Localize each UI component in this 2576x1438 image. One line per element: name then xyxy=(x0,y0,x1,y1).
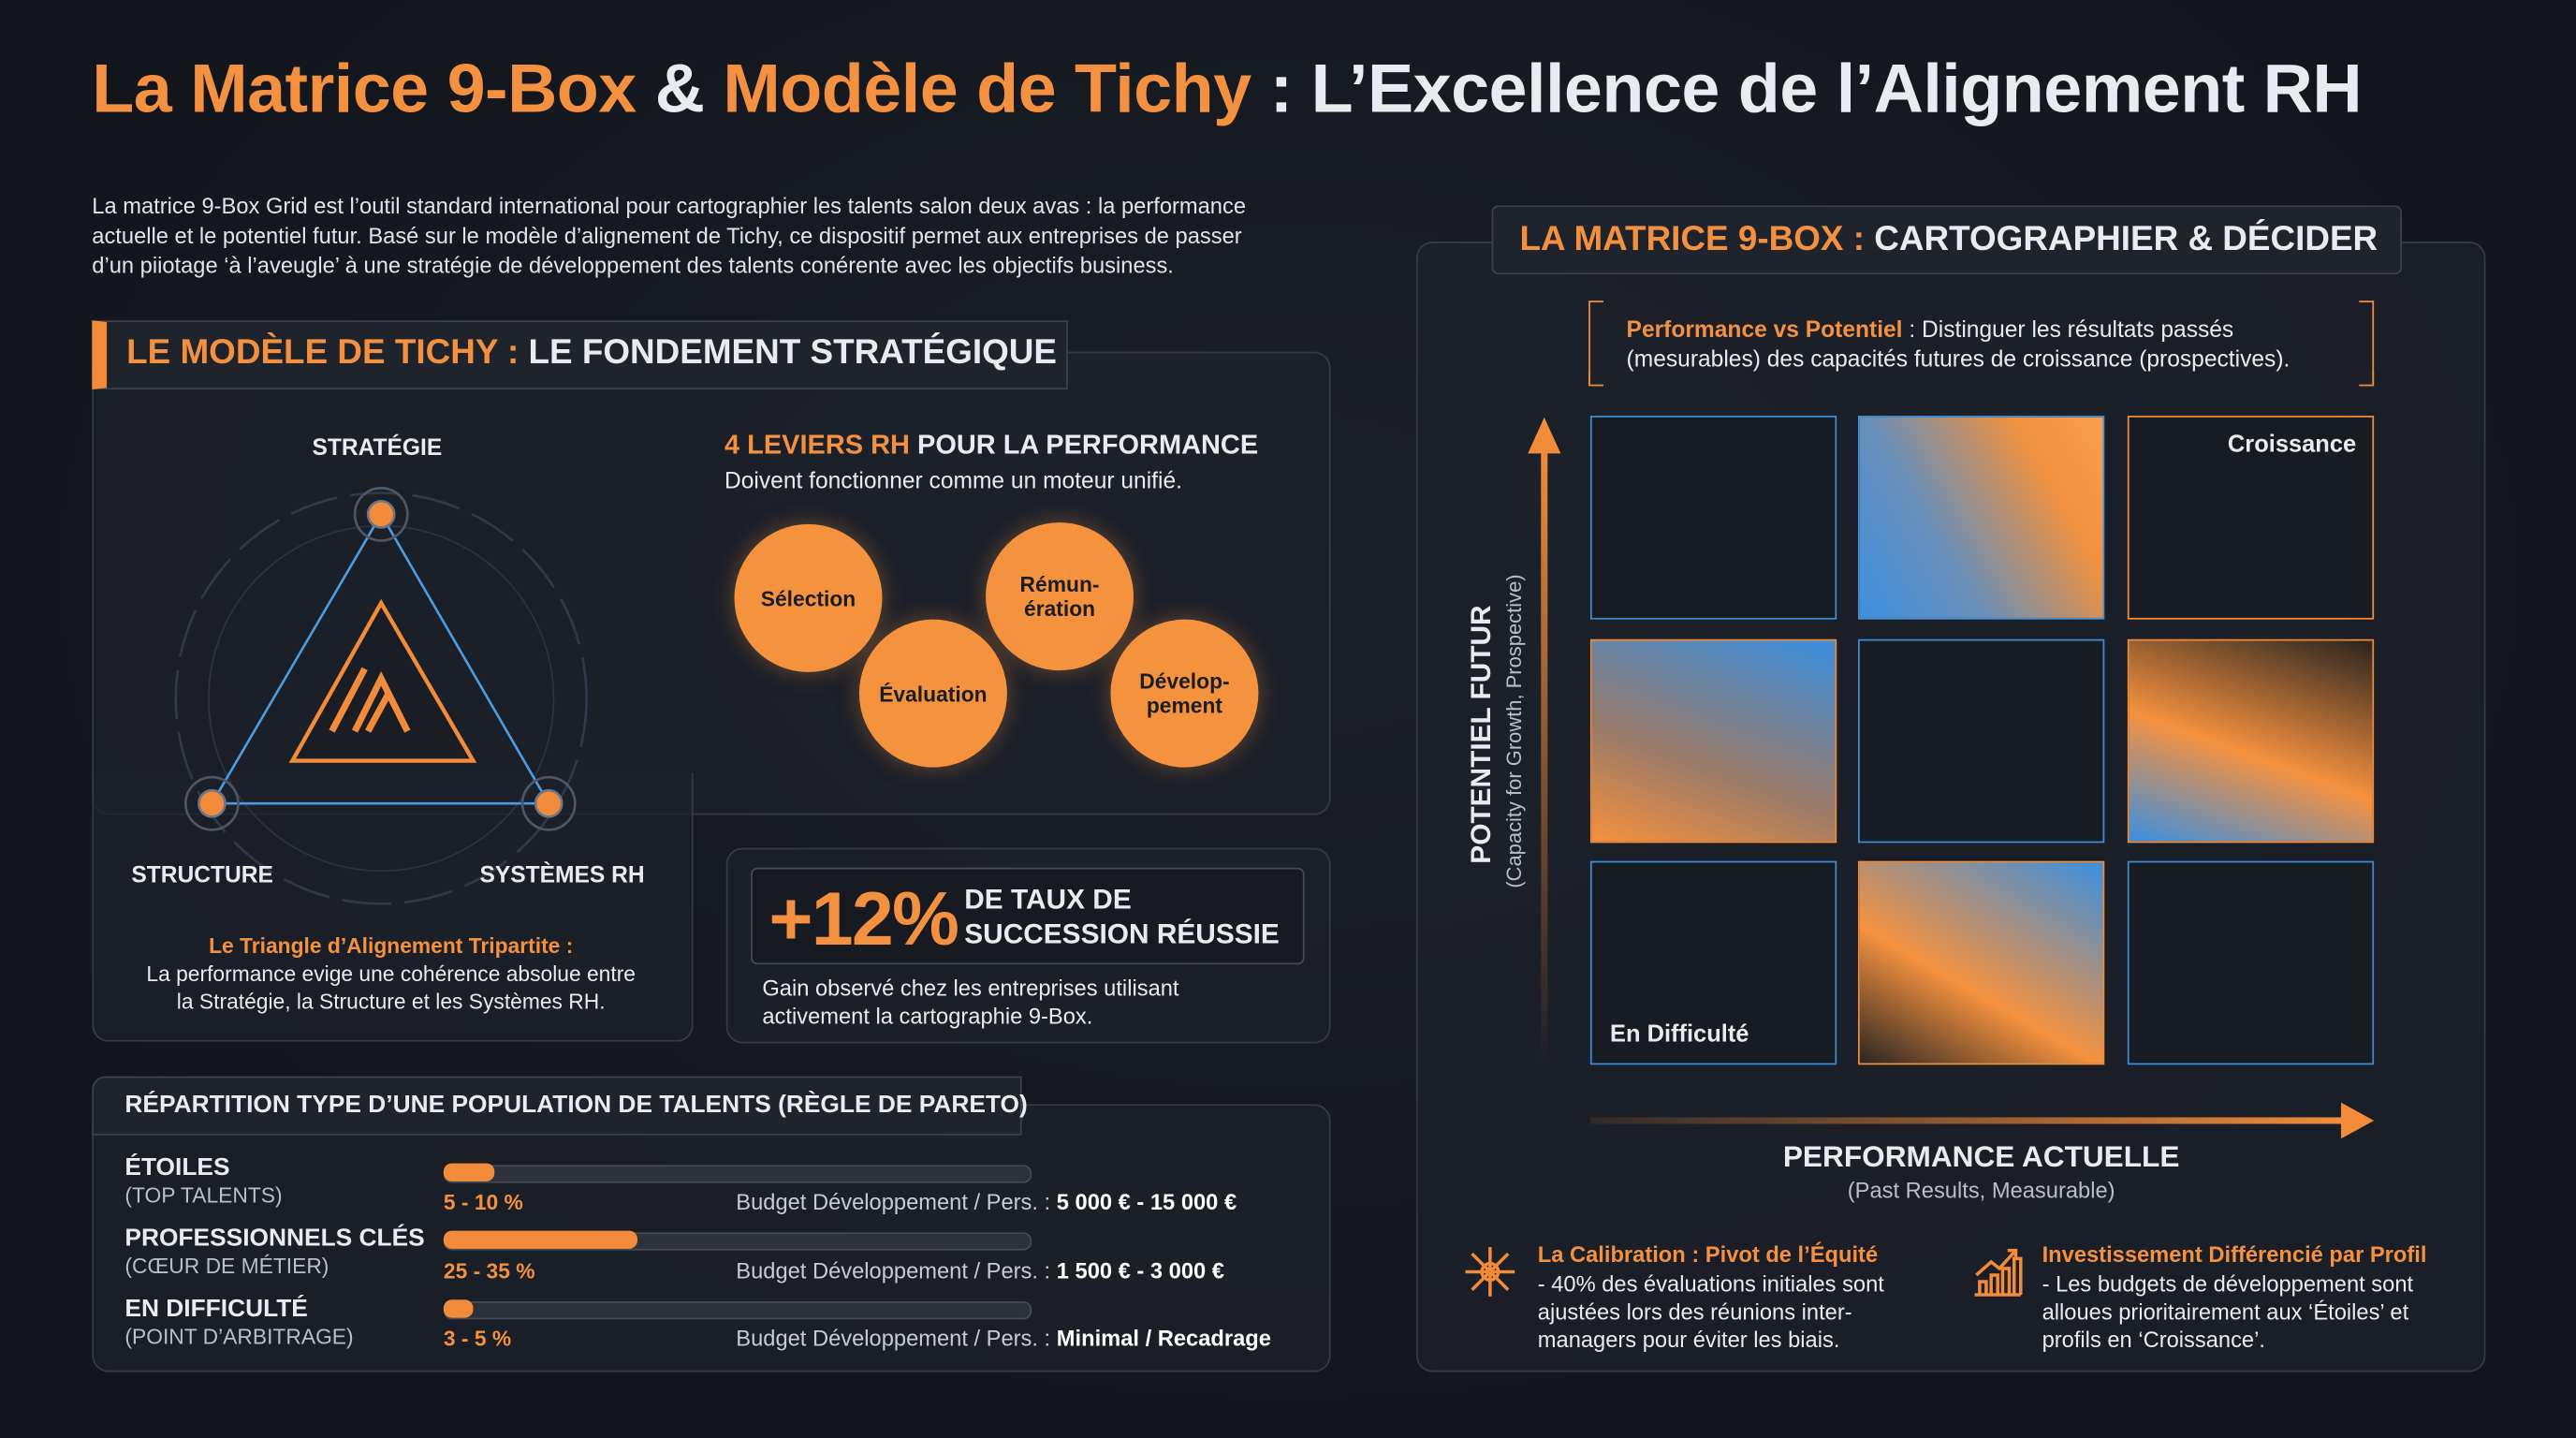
matrix-cell xyxy=(2127,860,2375,1065)
levers-title: 4 LEVIERS RH POUR LA PERFORMANCE xyxy=(724,431,1258,462)
bracket xyxy=(2359,301,2375,385)
matrix-cell xyxy=(1858,860,2105,1065)
bar-fill xyxy=(443,1230,637,1249)
title-part: Modèle de Tichy xyxy=(723,49,1251,127)
row-name: ÉTOILES xyxy=(124,1153,230,1181)
triangle-label: SYSTÈMES RH xyxy=(479,860,645,888)
row-range: 5 - 10 % xyxy=(443,1189,523,1215)
note-text: : Distinguer les résultats passés (mesur… xyxy=(1626,315,2291,372)
caption-title: Le Triangle d’Alignement Tripartite : xyxy=(209,932,574,959)
triangle-panel xyxy=(92,771,694,1042)
row-budget: Budget Développement / Pers. : 1 500 € -… xyxy=(736,1258,1224,1283)
x-axis-sub: (Past Results, Measurable) xyxy=(1847,1178,2115,1203)
lever-circle: Dévelop- pement xyxy=(1110,619,1259,768)
main-title: La Matrice 9-Box & Modèle de Tichy : L’E… xyxy=(92,50,2362,128)
bar-fill xyxy=(443,1163,495,1181)
bar-fill xyxy=(443,1299,474,1318)
cell-label: En Difficulté xyxy=(1609,1021,1749,1049)
budget-label: Budget Développement / Pers. : xyxy=(736,1189,1051,1215)
matrix-cell xyxy=(1589,416,1837,620)
row-sub: (CŒUR DE MÉTIER) xyxy=(124,1254,329,1279)
matrix-cell xyxy=(1858,416,2105,620)
calibration-text: - 40% des évaluations initiales sont aju… xyxy=(1537,1271,1884,1353)
triangle-label: STRATÉGIE xyxy=(312,433,443,461)
triangle-label: STRUCTURE xyxy=(131,860,273,888)
lever-circle: Sélection xyxy=(734,523,883,672)
row-name: EN DIFFICULTÉ xyxy=(124,1295,308,1323)
title-part: : L’Excellence de l’Alignement RH xyxy=(1269,49,2363,127)
budget-label: Budget Développement / Pers. : xyxy=(736,1258,1051,1284)
bracket xyxy=(1588,301,1603,385)
y-axis-sub: (Capacity for Growth, Prospective) xyxy=(1502,574,1527,888)
stat-label: DE TAUX DE SUCCESSION RÉUSSIE xyxy=(964,884,1280,950)
lever-circle: Rémun- ération xyxy=(986,522,1134,671)
row-sub: (TOP TALENTS) xyxy=(124,1182,283,1208)
bracket xyxy=(2359,371,2375,387)
budget-label: Budget Développement / Pers. : xyxy=(736,1326,1051,1351)
matrix-cell xyxy=(2127,416,2375,620)
heading-accent: LE MODÈLE DE TICHY : xyxy=(126,333,520,372)
invest-title: Investissement Différencié par Profil xyxy=(2042,1241,2427,1268)
matrix-note: Performance vs Potentiel : Distinguer le… xyxy=(1627,314,2291,373)
matrix-axes xyxy=(1528,417,2375,1139)
bracket xyxy=(1588,371,1603,387)
row-name: PROFESSIONNELS CLÉS xyxy=(124,1224,425,1253)
bar-track xyxy=(443,1165,1032,1183)
heading-accent: LA MATRICE 9-BOX : xyxy=(1519,220,1866,258)
budget-value: 5 000 € - 15 000 € xyxy=(1056,1189,1237,1215)
row-budget: Budget Développement / Pers. : Minimal /… xyxy=(736,1326,1271,1350)
x-axis-label: PERFORMANCE ACTUELLE xyxy=(1782,1140,2180,1174)
y-axis-label: POTENTIEL FUTUR xyxy=(1465,605,1497,864)
intro: La matrice 9-Box Grid est l’outil standa… xyxy=(92,194,1247,278)
calibration-icon xyxy=(1465,1247,1515,1297)
section-tab xyxy=(92,320,1068,389)
levers-subtitle: Doivent fonctionner comme un moteur unif… xyxy=(724,466,1182,493)
pareto-title: RÉPARTITION TYPE D’UNE POPULATION DE TAL… xyxy=(124,1091,1028,1120)
pareto-tab xyxy=(92,1076,1022,1136)
levers-heading: POUR LA PERFORMANCE xyxy=(917,430,1259,461)
stat-note: Gain observé chez les entreprises utilis… xyxy=(762,976,1179,1029)
title-part: & xyxy=(654,49,705,127)
cell-label: Croissance xyxy=(2227,432,2357,459)
matrix-cell xyxy=(1589,638,1837,844)
row-budget: Budget Développement / Pers. : 5 000 € -… xyxy=(736,1190,1237,1214)
stat-box xyxy=(751,867,1305,965)
matrix-heading: LA MATRICE 9-BOX : CARTOGRAPHIER & DÉCID… xyxy=(1519,220,2378,259)
row-range: 3 - 5 % xyxy=(443,1326,512,1351)
budget-value: 1 500 € - 3 000 € xyxy=(1056,1258,1224,1284)
tichy-triangle xyxy=(174,486,588,905)
caption: La performance evige une cohérence absol… xyxy=(146,961,637,1014)
row-sub: (POINT D’ARBITRAGE) xyxy=(124,1324,354,1349)
lever-circle: Évaluation xyxy=(858,619,1007,768)
budget-value: Minimal / Recadrage xyxy=(1056,1326,1271,1351)
matrix-cell xyxy=(1858,638,2105,844)
section-heading: LE MODÈLE DE TICHY : LE FONDEMENT STRATÉ… xyxy=(126,333,1057,373)
bar-track xyxy=(443,1301,1032,1320)
invest-icon xyxy=(1974,1248,2023,1297)
levers-accent: 4 LEVIERS RH xyxy=(724,430,910,461)
note-accent: Performance vs Potentiel xyxy=(1626,315,1903,343)
heading: LE FONDEMENT STRATÉGIQUE xyxy=(528,333,1057,372)
calibration-title: La Calibration : Pivot de l’Équité xyxy=(1537,1241,1879,1268)
matrix-cell xyxy=(1589,860,1837,1065)
title-part: La Matrice 9-Box xyxy=(92,49,637,127)
matrix-tab xyxy=(1491,205,2402,275)
heading: CARTOGRAPHIER & DÉCIDER xyxy=(1874,220,2378,258)
invest-text: - Les budgets de développement sont allo… xyxy=(2042,1271,2414,1353)
row-range: 25 - 35 % xyxy=(443,1258,535,1284)
matrix-cell xyxy=(2127,638,2375,844)
stat-value: +12% xyxy=(768,875,959,961)
